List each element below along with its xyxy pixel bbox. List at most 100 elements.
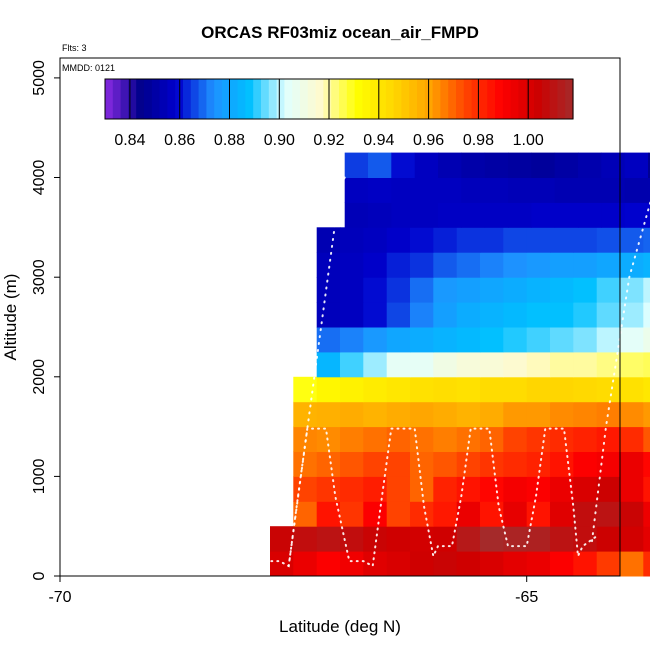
colorbar-segment xyxy=(362,79,371,119)
heatmap-cell xyxy=(596,401,621,428)
heatmap-cell xyxy=(550,302,574,328)
heatmap-cell xyxy=(550,551,574,577)
heatmap-cell xyxy=(573,227,598,253)
heatmap-cell xyxy=(573,401,598,428)
heatmap-cell xyxy=(363,476,388,502)
colorbar-segment xyxy=(495,79,504,119)
heatmap-cell xyxy=(624,152,649,178)
heatmap-cell xyxy=(550,501,574,527)
heatmap-cell xyxy=(531,177,556,203)
colorbar-segment xyxy=(417,79,426,119)
heatmap-cell xyxy=(456,426,481,452)
x-axis: -70 -65 xyxy=(48,576,538,606)
colorbar-segment xyxy=(136,79,145,119)
heatmap-cell xyxy=(433,426,458,452)
heatmap-cell xyxy=(316,327,341,353)
heatmap-cell xyxy=(503,252,528,278)
heatmap-cell xyxy=(293,551,318,577)
heatmap-cell xyxy=(596,376,621,403)
heatmap-cell xyxy=(456,227,481,253)
heatmap-cell xyxy=(480,327,504,353)
x-axis-label: Latitude (deg N) xyxy=(279,617,401,636)
heatmap-cell xyxy=(340,451,364,477)
climb-track xyxy=(287,176,346,567)
colorbar-segment xyxy=(432,79,441,119)
heatmap-cell xyxy=(526,227,551,253)
colorbar-segment xyxy=(385,79,395,119)
heatmap-cell xyxy=(526,451,551,477)
colorbar-segment xyxy=(518,79,527,119)
heatmap-cell xyxy=(410,277,434,303)
heatmap-cell xyxy=(293,376,318,403)
heatmap-cell xyxy=(643,302,650,328)
heatmap-cell xyxy=(363,302,388,328)
heatmap-cell xyxy=(531,202,556,228)
heatmap-cell xyxy=(648,202,650,228)
mmdd-annotation: MMDD: 0121 xyxy=(62,63,115,73)
heatmap-cell xyxy=(363,501,388,527)
heatmap-cell xyxy=(624,202,649,228)
heatmap-cell xyxy=(620,351,644,378)
heatmap-cell xyxy=(503,351,528,378)
heatmap-cell xyxy=(526,277,551,303)
colorbar-segment xyxy=(448,79,457,119)
heatmap-cell xyxy=(573,277,598,303)
heatmap-cell xyxy=(480,376,504,403)
colorbar-tick-label: 0.98 xyxy=(463,132,494,149)
heatmap-cell xyxy=(573,551,598,577)
heatmap-cell xyxy=(648,177,650,203)
heatmap-cell xyxy=(368,152,392,178)
heatmap-cell xyxy=(293,401,318,428)
heatmap-cell xyxy=(550,277,574,303)
heatmap-cell xyxy=(386,501,411,527)
heatmap-cell xyxy=(340,327,364,353)
heatmap-cell xyxy=(643,526,650,552)
heatmap-cell xyxy=(601,152,626,178)
heatmap-cell xyxy=(410,327,434,353)
colorbar-segment xyxy=(206,79,215,119)
colorbar-segment xyxy=(183,79,192,119)
heatmap-cell xyxy=(316,426,341,452)
colorbar-frame xyxy=(104,78,574,120)
heatmap-cell xyxy=(270,551,294,577)
colorbar-segment xyxy=(331,79,340,119)
heatmap-cell xyxy=(363,351,388,378)
heatmap-cell xyxy=(508,177,532,203)
heatmap-cell xyxy=(316,302,341,328)
heatmap-cell xyxy=(368,202,392,228)
heatmap-cell xyxy=(340,551,364,577)
heatmap-cell xyxy=(643,401,650,428)
heatmap-cell xyxy=(293,451,318,477)
heatmap-cell xyxy=(480,501,504,527)
heatmap-cell xyxy=(601,202,626,228)
heatmap-cell xyxy=(433,351,458,378)
heatmap-cell xyxy=(550,327,574,353)
heatmap-cell xyxy=(480,526,504,552)
heatmap-cell xyxy=(433,227,458,253)
heatmap-cell xyxy=(456,302,481,328)
heatmap-cell xyxy=(386,451,411,477)
heatmap-cell xyxy=(433,501,458,527)
heatmap-cell xyxy=(316,376,341,403)
y-tick-label: 5000 xyxy=(31,60,48,96)
heatmap-cell xyxy=(503,526,528,552)
heatmap-cell xyxy=(601,177,626,203)
heatmap-cell xyxy=(410,376,434,403)
heatmap-cell xyxy=(340,351,364,378)
heatmap-cell xyxy=(596,501,621,527)
heatmap-cell xyxy=(316,451,341,477)
heatmap-cell xyxy=(620,476,644,502)
heatmap-cell xyxy=(503,426,528,452)
heatmap-cell xyxy=(363,401,388,428)
heatmap-cell xyxy=(554,177,579,203)
colorbar-segment xyxy=(120,79,129,119)
heatmap-cell xyxy=(340,476,364,502)
heatmap-cell xyxy=(554,152,579,178)
heatmap-cell xyxy=(438,177,462,203)
heatmap-cell xyxy=(643,426,650,452)
heatmap-cell xyxy=(578,202,602,228)
heatmap-cell xyxy=(456,551,481,577)
heatmap-cell xyxy=(643,451,650,477)
y-tick-label: 2000 xyxy=(31,359,48,395)
x-tick-label: -70 xyxy=(48,589,71,606)
